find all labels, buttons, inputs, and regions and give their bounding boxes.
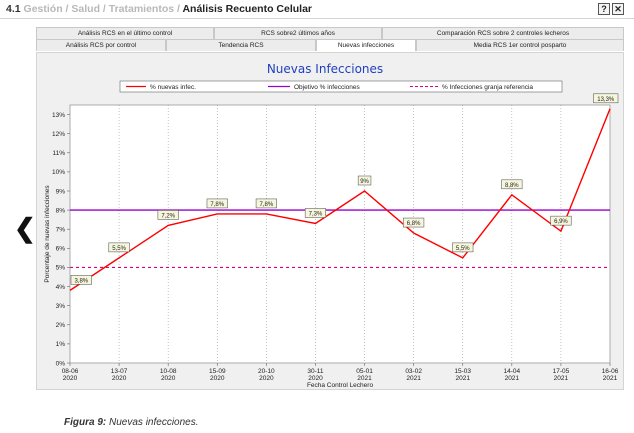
chevron-left-icon[interactable]: ❮: [14, 213, 36, 243]
data-label-box: [403, 217, 425, 228]
data-label: 8,8%: [505, 183, 519, 189]
data-label-box: [70, 275, 92, 285]
data-label: 13,3%: [597, 97, 615, 103]
data-label-box: [255, 198, 277, 209]
x-tick-label: 05-01: [356, 368, 373, 375]
plot-area: [69, 104, 611, 364]
data-label-box: [206, 198, 228, 209]
legend-label-series: % nuevas infec.: [150, 84, 196, 91]
help-button[interactable]: ?: [598, 3, 610, 15]
data-label-box: [452, 242, 474, 253]
y-tick-label: 3%: [56, 303, 66, 310]
x-tick-label: 15-09: [209, 368, 226, 375]
x-tick-label-year: 2020: [63, 375, 78, 382]
page-title: Análisis Recuento Celular: [182, 3, 313, 15]
x-axis-title: Fecha Control Lechero: [307, 382, 374, 389]
data-label-box: [501, 179, 523, 190]
data-label-box: [157, 210, 179, 220]
data-label-box: [550, 215, 572, 226]
y-tick-label: 2%: [56, 322, 66, 329]
tab-row-top: Análisis RCS en el último control RCS so…: [36, 27, 624, 39]
legend: % nuevas infec. Objetivo % infecciones %…: [119, 80, 563, 93]
y-tick-label: 12%: [52, 131, 65, 138]
x-tick-label: 14-04: [504, 368, 521, 375]
data-label: 7,8%: [260, 202, 274, 208]
y-tick-label: 10%: [52, 169, 65, 176]
x-tick-label-year: 2020: [112, 375, 127, 382]
tab-bar: Análisis RCS en el último control RCS so…: [36, 27, 624, 51]
breadcrumb: 4.1 Gestión / Salud / Tratamientos / Aná…: [6, 3, 312, 15]
y-tick-label: 7%: [56, 227, 66, 234]
window-titlebar: 4.1 Gestión / Salud / Tratamientos / Aná…: [0, 0, 634, 19]
tab-analisis-rcs-ultimo-control[interactable]: Análisis RCS en el último control: [36, 27, 214, 39]
figure-caption: Figura 9: Nuevas infecciones.: [64, 417, 199, 428]
close-button[interactable]: ✕: [612, 3, 624, 15]
x-tick-label: 16-06: [602, 368, 619, 375]
chart-title: Nuevas Infecciones: [267, 62, 383, 76]
y-axis-title: Porcentaje de nuevas infecciones: [44, 185, 51, 283]
data-label: 7,8%: [210, 202, 224, 208]
breadcrumb-separator: /: [177, 3, 180, 15]
x-tick-label: 03-02: [405, 368, 422, 375]
x-tick-label: 30-11: [307, 368, 324, 375]
x-tick-label-year: 2021: [406, 375, 421, 382]
y-tick-label: 0%: [56, 360, 66, 367]
data-label: 5,5%: [456, 246, 470, 252]
x-tick-label: 13-07: [111, 368, 128, 375]
tab-comparacion-rcs[interactable]: Comparación RCS sobre 2 controles lecher…: [382, 27, 624, 39]
x-tick-label: 17-05: [553, 368, 570, 375]
y-tick-label: 4%: [56, 284, 66, 291]
tab-media-rcs-posparto[interactable]: Media RCS 1er control posparto: [416, 39, 624, 51]
y-tick-label: 6%: [56, 246, 66, 253]
y-tick-label: 8%: [56, 207, 66, 214]
data-label-box: [357, 175, 372, 186]
data-label: 9%: [360, 179, 369, 185]
y-tick-label: 11%: [52, 150, 65, 157]
y-tick-label: 1%: [56, 341, 66, 348]
x-tick-label-year: 2021: [505, 375, 520, 382]
y-tick-label: 13%: [52, 112, 65, 119]
x-tick-label-year: 2021: [603, 375, 618, 382]
data-label: 6,8%: [407, 221, 421, 227]
tab-row-bottom: Análisis RCS por control Tendencia RCS N…: [36, 39, 624, 51]
series-line: [69, 108, 611, 291]
breadcrumb-salud-tratamientos[interactable]: Salud / Tratamientos: [71, 3, 175, 15]
tab-rcs-dos-ultimos-anos[interactable]: RCS sobre2 últimos años: [214, 27, 382, 39]
figure-caption-text: Nuevas infecciones.: [109, 417, 199, 428]
x-tick-label-year: 2021: [554, 375, 569, 382]
data-label-box: [593, 93, 619, 104]
x-tick-label: 10-08: [160, 368, 177, 375]
y-tick-label: 9%: [56, 188, 66, 195]
x-tick-label: 08-06: [62, 368, 79, 375]
x-tick-label: 15-03: [454, 368, 471, 375]
data-label: 5,5%: [112, 246, 126, 252]
x-tick-label-year: 2020: [161, 375, 176, 382]
tab-tendencia-rcs[interactable]: Tendencia RCS: [166, 39, 316, 51]
x-tick-label-year: 2021: [357, 375, 372, 382]
data-label-box: [108, 242, 130, 253]
x-tick-label-year: 2020: [259, 375, 274, 382]
x-tick-label-year: 2021: [455, 375, 470, 382]
breadcrumb-separator: /: [65, 3, 69, 15]
data-label: 6,9%: [554, 219, 568, 225]
x-tick-label-year: 2020: [210, 375, 225, 382]
legend-label-objective: Objetivo % infecciones: [294, 84, 361, 91]
data-label-box: [304, 208, 327, 218]
legend-box: [119, 80, 563, 93]
x-tick-label: 20-10: [258, 368, 275, 375]
legend-label-reference: % Infecciones granja referencia: [442, 84, 533, 91]
tab-analisis-rcs-por-control[interactable]: Análisis RCS por control: [36, 39, 166, 51]
data-label: 7,2%: [161, 213, 175, 219]
data-label: 3,8%: [74, 278, 88, 284]
x-tick-label-year: 2020: [308, 375, 323, 382]
y-tick-label: 5%: [56, 265, 66, 272]
section-number: 4.1: [6, 3, 21, 15]
data-label: 7,3%: [309, 211, 323, 217]
figure-caption-label: Figura 9:: [64, 417, 107, 428]
breadcrumb-gestion[interactable]: Gestión: [23, 3, 63, 15]
tab-nuevas-infecciones[interactable]: Nuevas infecciones: [316, 39, 416, 51]
